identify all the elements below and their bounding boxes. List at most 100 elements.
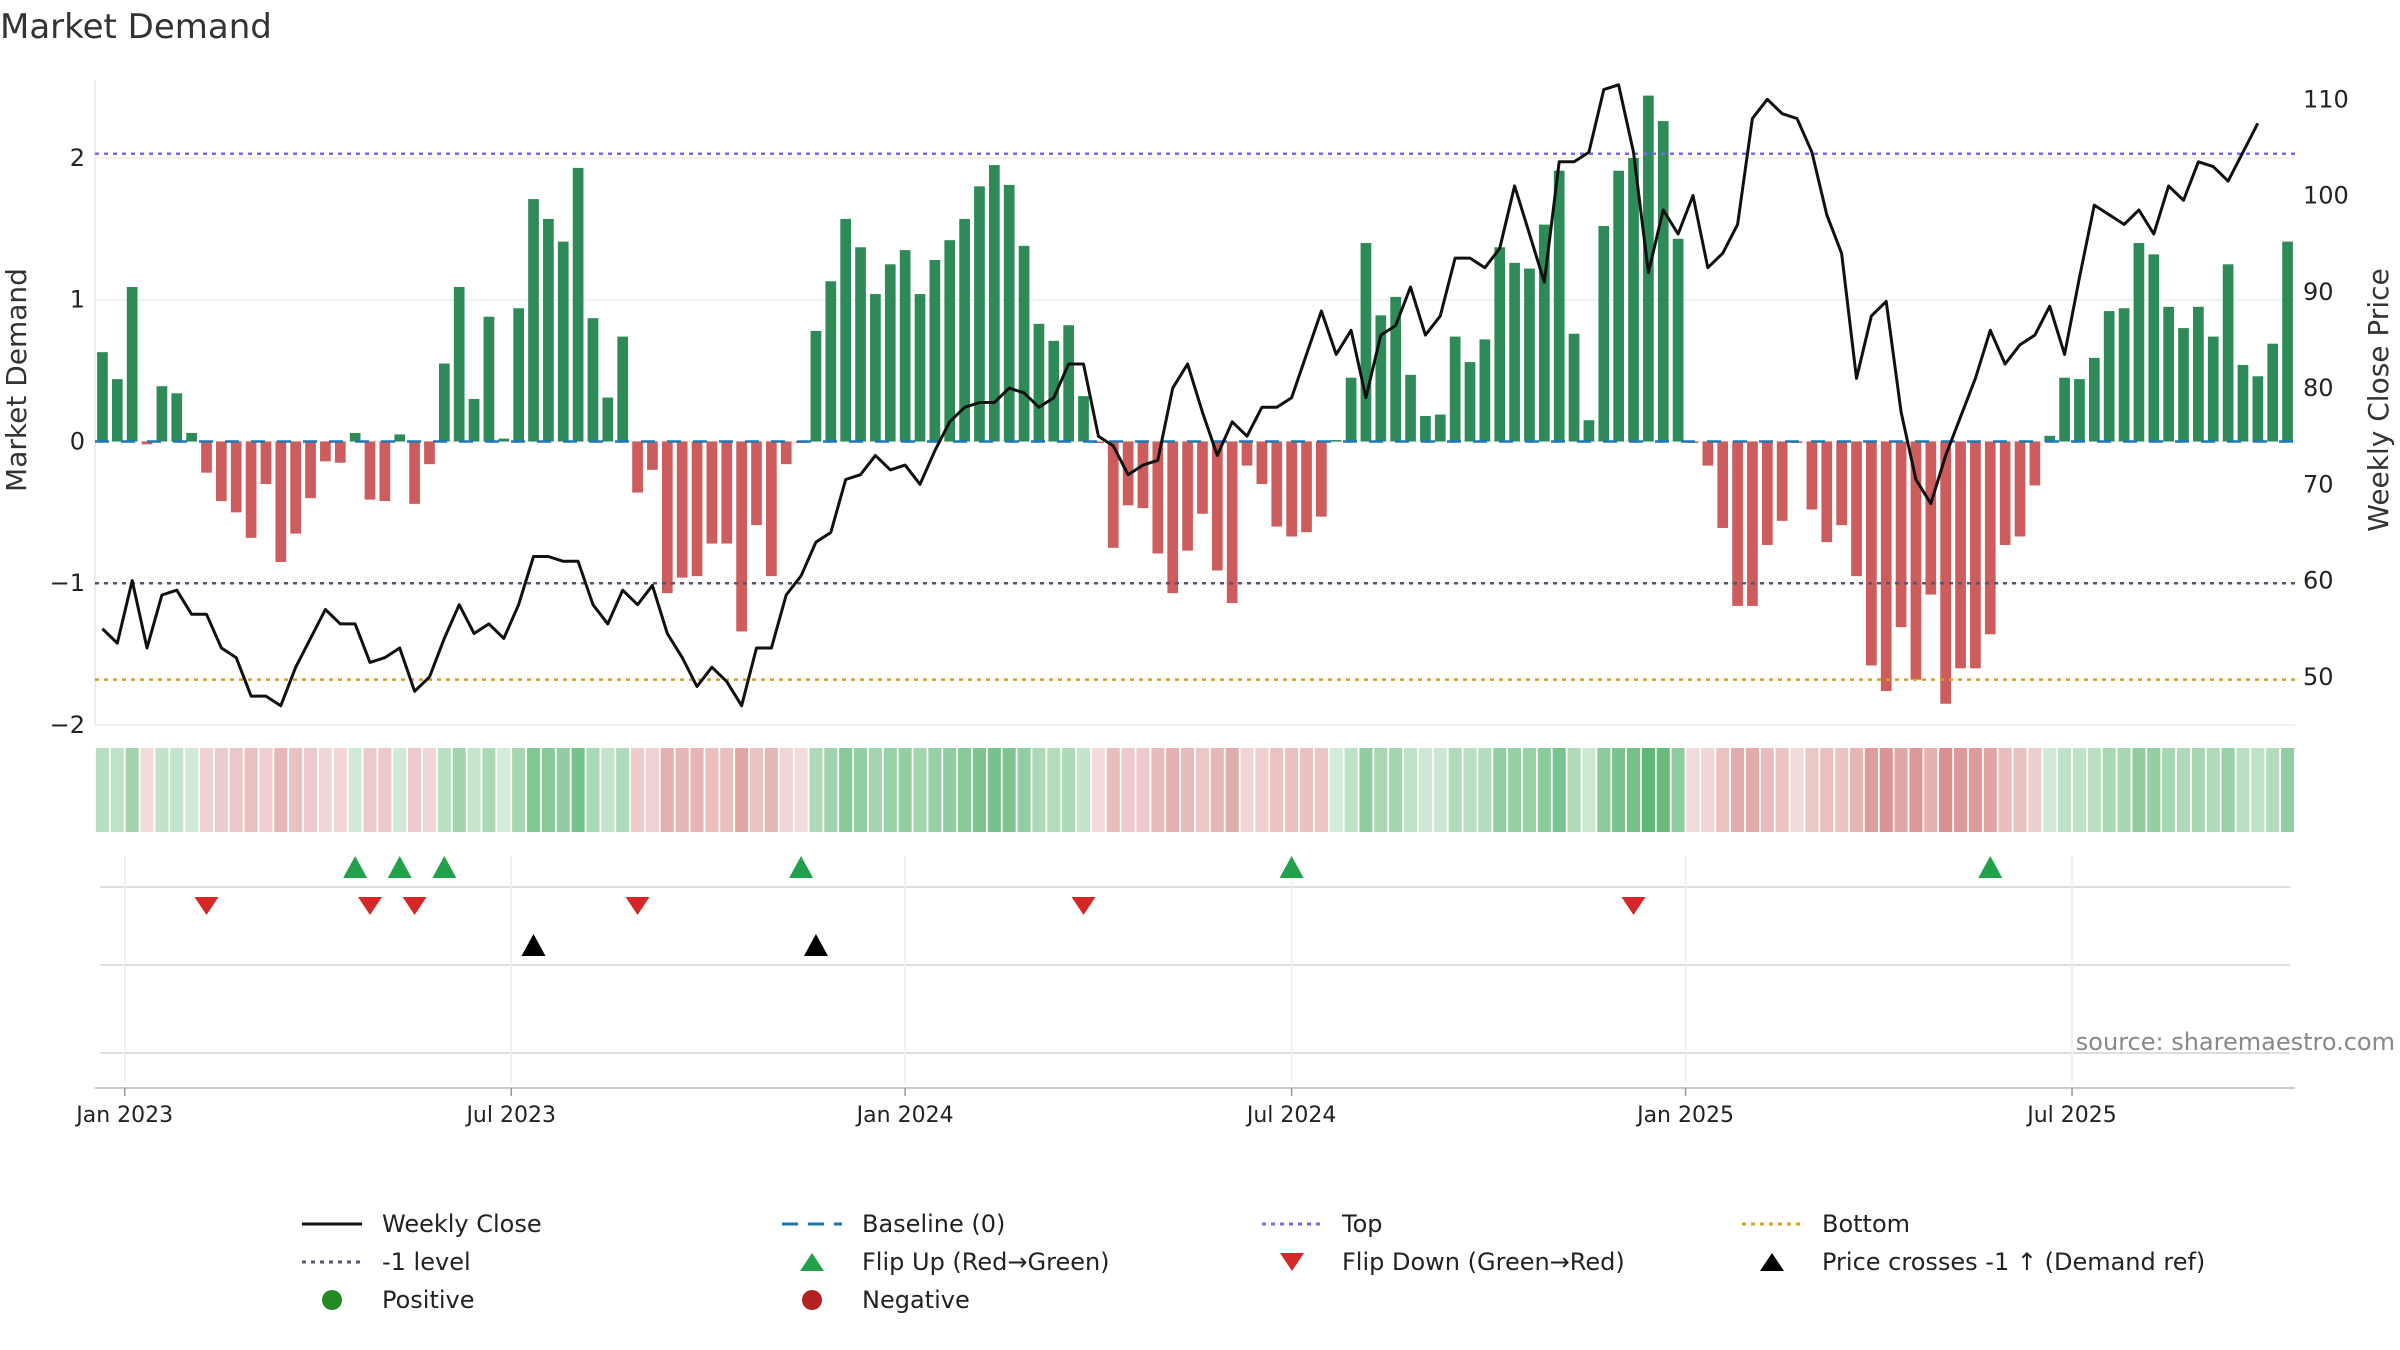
flip-up-marker <box>387 856 412 878</box>
strip-cell <box>1686 748 1700 832</box>
legend-negative: Negative <box>780 1286 970 1314</box>
demand-bar <box>2222 264 2234 442</box>
demand-bar <box>260 441 272 485</box>
strip-cell <box>631 748 645 832</box>
demand-bar <box>855 247 866 442</box>
demand-bar <box>111 379 123 442</box>
circle-green-icon <box>300 1286 364 1314</box>
strip-cell <box>690 748 704 832</box>
demand-bar <box>736 441 747 632</box>
demand-bar <box>1568 333 1580 442</box>
strip-cell <box>645 748 659 832</box>
demand-bar <box>1405 374 1416 442</box>
strip-cell <box>1404 748 1418 832</box>
triangle-down-red-icon <box>1260 1248 1324 1276</box>
strip-cell <box>2191 748 2205 832</box>
strip-cell <box>1359 748 1373 832</box>
demand-bar <box>2207 336 2219 442</box>
right-tick-label: 80 <box>2303 374 2334 402</box>
demand-bar <box>1167 441 1179 594</box>
strip-cell <box>1537 748 1551 832</box>
legend-bottom: Bottom <box>1740 1210 1910 1238</box>
strip-cell <box>244 748 258 832</box>
demand-bar <box>1672 238 1684 442</box>
demand-bar <box>2148 254 2160 442</box>
strip-cell <box>497 748 511 832</box>
demand-bar <box>1390 296 1402 442</box>
demand-bar <box>379 441 391 502</box>
demand-bar <box>1509 262 1520 442</box>
demand-bar <box>1657 121 1669 442</box>
strip-cell <box>1121 748 1135 832</box>
strip-cell <box>110 748 124 832</box>
demand-bar <box>468 398 480 442</box>
strip-cell <box>1775 748 1789 832</box>
strip-cell <box>1597 748 1611 832</box>
legend-positive: Positive <box>300 1286 475 1314</box>
demand-bar <box>706 441 718 544</box>
demand-bar <box>394 434 406 442</box>
strip-cell <box>1716 748 1730 832</box>
right-tick-label: 50 <box>2303 663 2334 691</box>
demand-bar <box>1821 441 1833 543</box>
demand-bar <box>1003 184 1015 442</box>
demand-bar <box>602 397 614 442</box>
x-tick-label: Jan 2024 <box>855 1103 954 1128</box>
weekly-close-polyline <box>101 83 2260 708</box>
legend-label: Flip Down (Green→Red) <box>1342 1248 1625 1276</box>
legend-top: Top <box>1260 1210 1383 1238</box>
strip-cell <box>1998 748 2012 832</box>
strip-cell <box>720 748 734 832</box>
demand-bar <box>2237 364 2249 442</box>
strip-cell <box>1968 748 1982 832</box>
demand-bar <box>409 441 420 504</box>
strip-cell <box>883 748 897 832</box>
strip-cell <box>467 748 481 832</box>
demand-bar <box>1761 441 1773 545</box>
demand-bar <box>751 441 762 526</box>
strip-cell <box>214 748 228 832</box>
strip-cell <box>2266 748 2280 832</box>
strip-cell <box>437 748 451 832</box>
strip-cell <box>2087 748 2101 832</box>
legend-label: Price crosses -1 ↑ (Demand ref) <box>1822 1248 2206 1276</box>
strip-cell <box>571 748 585 832</box>
demand-bar <box>1479 339 1491 442</box>
demand-bar <box>2029 441 2041 486</box>
demand-bar <box>1271 441 1283 527</box>
demand-bar <box>364 441 376 500</box>
right-tick-label: 110 <box>2303 85 2349 113</box>
demand-bar <box>1538 224 1550 442</box>
demand-bar <box>1197 441 1208 514</box>
strip-cell <box>1329 748 1343 832</box>
strip-cell <box>958 748 972 832</box>
demand-bar <box>1747 441 1758 606</box>
demand-bar <box>974 186 985 442</box>
demand-bar <box>1137 441 1149 509</box>
strip-cell <box>2147 748 2161 832</box>
legend-label: Baseline (0) <box>862 1210 1006 1238</box>
demand-bar <box>1182 441 1193 551</box>
strip-cell <box>749 748 764 832</box>
strip-cell <box>1641 748 1655 832</box>
strip-cell <box>1166 748 1180 832</box>
strip-cell <box>1255 748 1269 832</box>
legend-minus-one: -1 level <box>300 1248 471 1276</box>
demand-bar <box>1033 323 1045 442</box>
strip-cell <box>1835 748 1849 832</box>
demand-bar <box>186 432 197 442</box>
strip-cell <box>541 748 555 832</box>
x-tick-label: Jul 2024 <box>1245 1103 1337 1128</box>
demand-bar <box>216 441 227 502</box>
demand-bar <box>1226 441 1238 604</box>
demand-bar <box>1970 441 1981 669</box>
strip-cell <box>1626 748 1641 832</box>
chart-title: Market Demand <box>0 7 272 47</box>
demand-bar <box>721 441 733 544</box>
demand-bar <box>1925 441 1937 595</box>
strip-cell <box>2251 748 2265 832</box>
demand-bar <box>2193 306 2204 442</box>
strip-cell <box>2206 748 2220 832</box>
strip-cell <box>155 748 169 832</box>
strip-cell <box>259 748 273 832</box>
